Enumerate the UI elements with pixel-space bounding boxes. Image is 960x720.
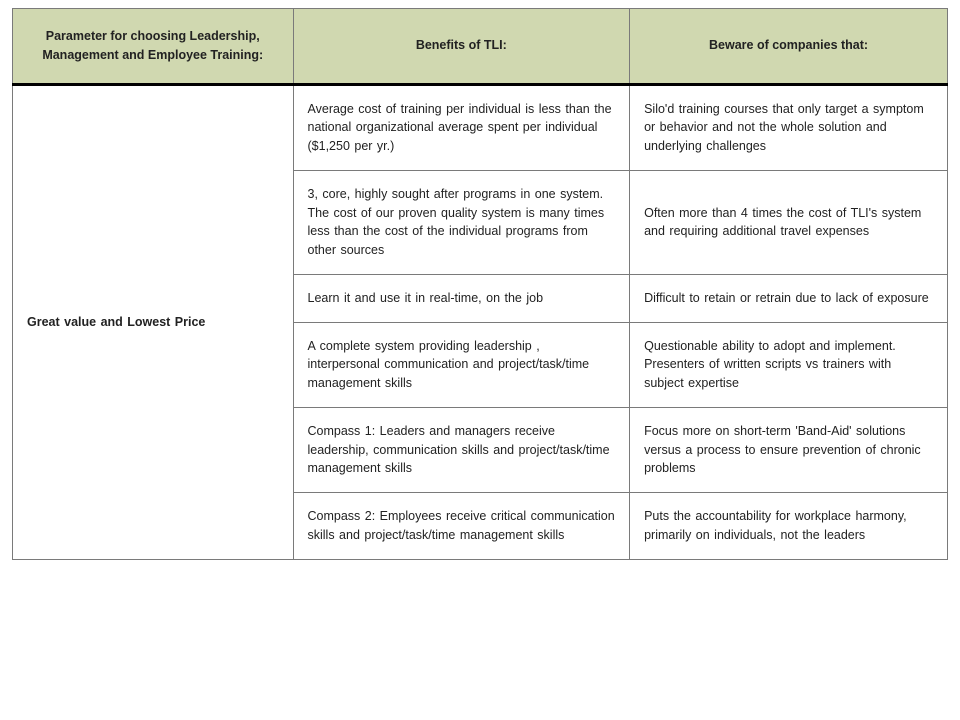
beware-cell: Puts the accountability for workplace ha… (630, 493, 948, 560)
table-container: Parameter for choosing Leadership, Manag… (0, 0, 960, 568)
benefit-cell: A complete system providing leadership ,… (293, 322, 630, 407)
header-parameter: Parameter for choosing Leadership, Manag… (13, 9, 294, 85)
beware-cell: Silo'd training courses that only target… (630, 84, 948, 170)
header-beware: Beware of companies that: (630, 9, 948, 85)
benefit-cell: Average cost of training per individual … (293, 84, 630, 170)
parameter-cell: Great value and Lowest Price (13, 84, 294, 559)
header-benefits: Benefits of TLI: (293, 9, 630, 85)
comparison-table: Parameter for choosing Leadership, Manag… (12, 8, 948, 560)
beware-cell: Focus more on short-term 'Band-Aid' solu… (630, 407, 948, 492)
beware-cell: Difficult to retain or retrain due to la… (630, 274, 948, 322)
table-header-row: Parameter for choosing Leadership, Manag… (13, 9, 948, 85)
beware-cell: Questionable ability to adopt and implem… (630, 322, 948, 407)
beware-cell: Often more than 4 times the cost of TLI'… (630, 170, 948, 274)
benefit-cell: Learn it and use it in real-time, on the… (293, 274, 630, 322)
benefit-cell: 3, core, highly sought after programs in… (293, 170, 630, 274)
benefit-cell: Compass 1: Leaders and managers receive … (293, 407, 630, 492)
benefit-cell: Compass 2: Employees receive critical co… (293, 493, 630, 560)
table-row: Great value and Lowest Price Average cos… (13, 84, 948, 170)
